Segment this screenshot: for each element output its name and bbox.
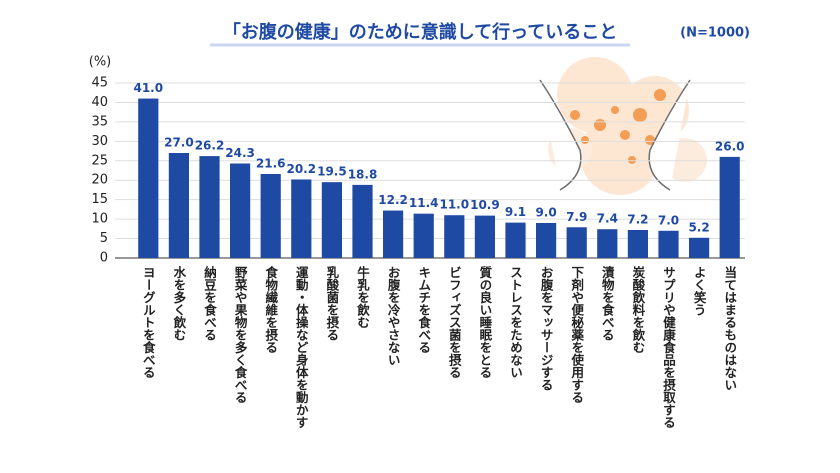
bar	[444, 215, 465, 258]
y-tick-label: 45	[91, 76, 108, 91]
x-tick-label: 下剤や便秘薬を使用する	[569, 266, 584, 404]
value-label: 10.9	[470, 198, 500, 212]
bar	[383, 210, 404, 258]
value-label: 18.8	[348, 167, 378, 181]
value-label: 12.2	[378, 193, 408, 207]
y-tick-label: 30	[91, 134, 108, 149]
bar	[505, 222, 526, 258]
value-label: 7.0	[658, 213, 679, 227]
y-tick-label: 35	[91, 114, 108, 129]
value-label: 11.4	[409, 196, 439, 210]
value-label: 21.6	[256, 157, 286, 171]
value-label: 26.0	[715, 139, 745, 153]
y-axis-label: (%)	[89, 55, 112, 70]
x-tick-label: 野菜や果物を多く食べる	[233, 266, 248, 404]
y-tick-label: 0	[100, 251, 108, 266]
bar	[597, 229, 618, 258]
y-tick-label: 20	[91, 173, 108, 188]
bar	[413, 213, 434, 258]
y-tick-label: 5	[100, 231, 108, 246]
y-tick-label: 25	[91, 153, 108, 168]
bar	[536, 223, 557, 258]
x-tick-label: 納豆を食べる	[202, 265, 217, 341]
value-label: 7.4	[597, 212, 618, 226]
value-label: 5.2	[688, 220, 709, 234]
value-label: 7.2	[627, 213, 648, 227]
bar	[260, 174, 281, 258]
x-tick-label: ヨーグルトを食べる	[141, 266, 156, 379]
value-label: 9.0	[535, 206, 556, 220]
x-tick-label: 乳酸菌を摂る	[324, 265, 339, 341]
y-tick-label: 15	[91, 192, 108, 207]
bar	[168, 153, 189, 258]
x-tick-label: サプリや健康食品を摂取する	[661, 266, 676, 429]
bar	[719, 156, 740, 258]
value-label: 11.0	[439, 198, 469, 212]
x-tick-label: 当てはまるものはない	[722, 265, 737, 391]
x-tick-label: キムチを食べる	[416, 266, 431, 354]
y-tick-label: 10	[91, 212, 108, 227]
value-label: 9.1	[505, 205, 526, 219]
bar	[658, 230, 679, 258]
chart-subtitle: (N=1000)	[680, 26, 750, 41]
bar	[230, 163, 251, 258]
value-label: 20.2	[286, 162, 316, 176]
value-label: 7.9	[566, 210, 587, 224]
x-tick-label: 質の良い睡眠をとる	[477, 265, 492, 379]
bar	[321, 182, 342, 258]
bar	[199, 156, 220, 258]
bar	[627, 230, 648, 258]
x-tick-label: ストレスをためない	[508, 266, 523, 379]
bar	[689, 237, 710, 258]
x-tick-label: ビフィズス菌を摂る	[447, 266, 462, 379]
x-tick-label: 食物繊維を摂る	[263, 265, 278, 354]
value-label: 26.2	[195, 139, 225, 153]
bar	[566, 227, 587, 258]
bar	[352, 184, 373, 258]
chart-title: 「お腹の健康」のために意識して行っていること	[223, 21, 618, 43]
x-tick-label: 牛乳を飲む	[355, 265, 370, 329]
illustration	[539, 57, 707, 195]
value-label: 41.0	[133, 81, 163, 95]
x-tick-label: 水を多く飲む	[171, 265, 186, 341]
x-tick-label: 運動・体操など身体を動かす	[294, 266, 309, 429]
x-tick-label: お腹を冷やさない	[386, 266, 401, 366]
value-label: 27.0	[164, 136, 194, 150]
x-tick-label: よく笑う	[692, 266, 707, 316]
x-tick-label: 漬物を食べる	[600, 265, 615, 341]
bar	[474, 215, 495, 258]
x-tick-label: 炭酸飲料を飲む	[630, 265, 645, 354]
bar	[291, 179, 312, 258]
value-label: 19.5	[317, 165, 347, 179]
y-tick-label: 40	[91, 95, 108, 110]
x-tick-label: お腹をマッサージする	[539, 266, 554, 391]
bar	[138, 98, 159, 258]
value-label: 24.3	[225, 146, 255, 160]
